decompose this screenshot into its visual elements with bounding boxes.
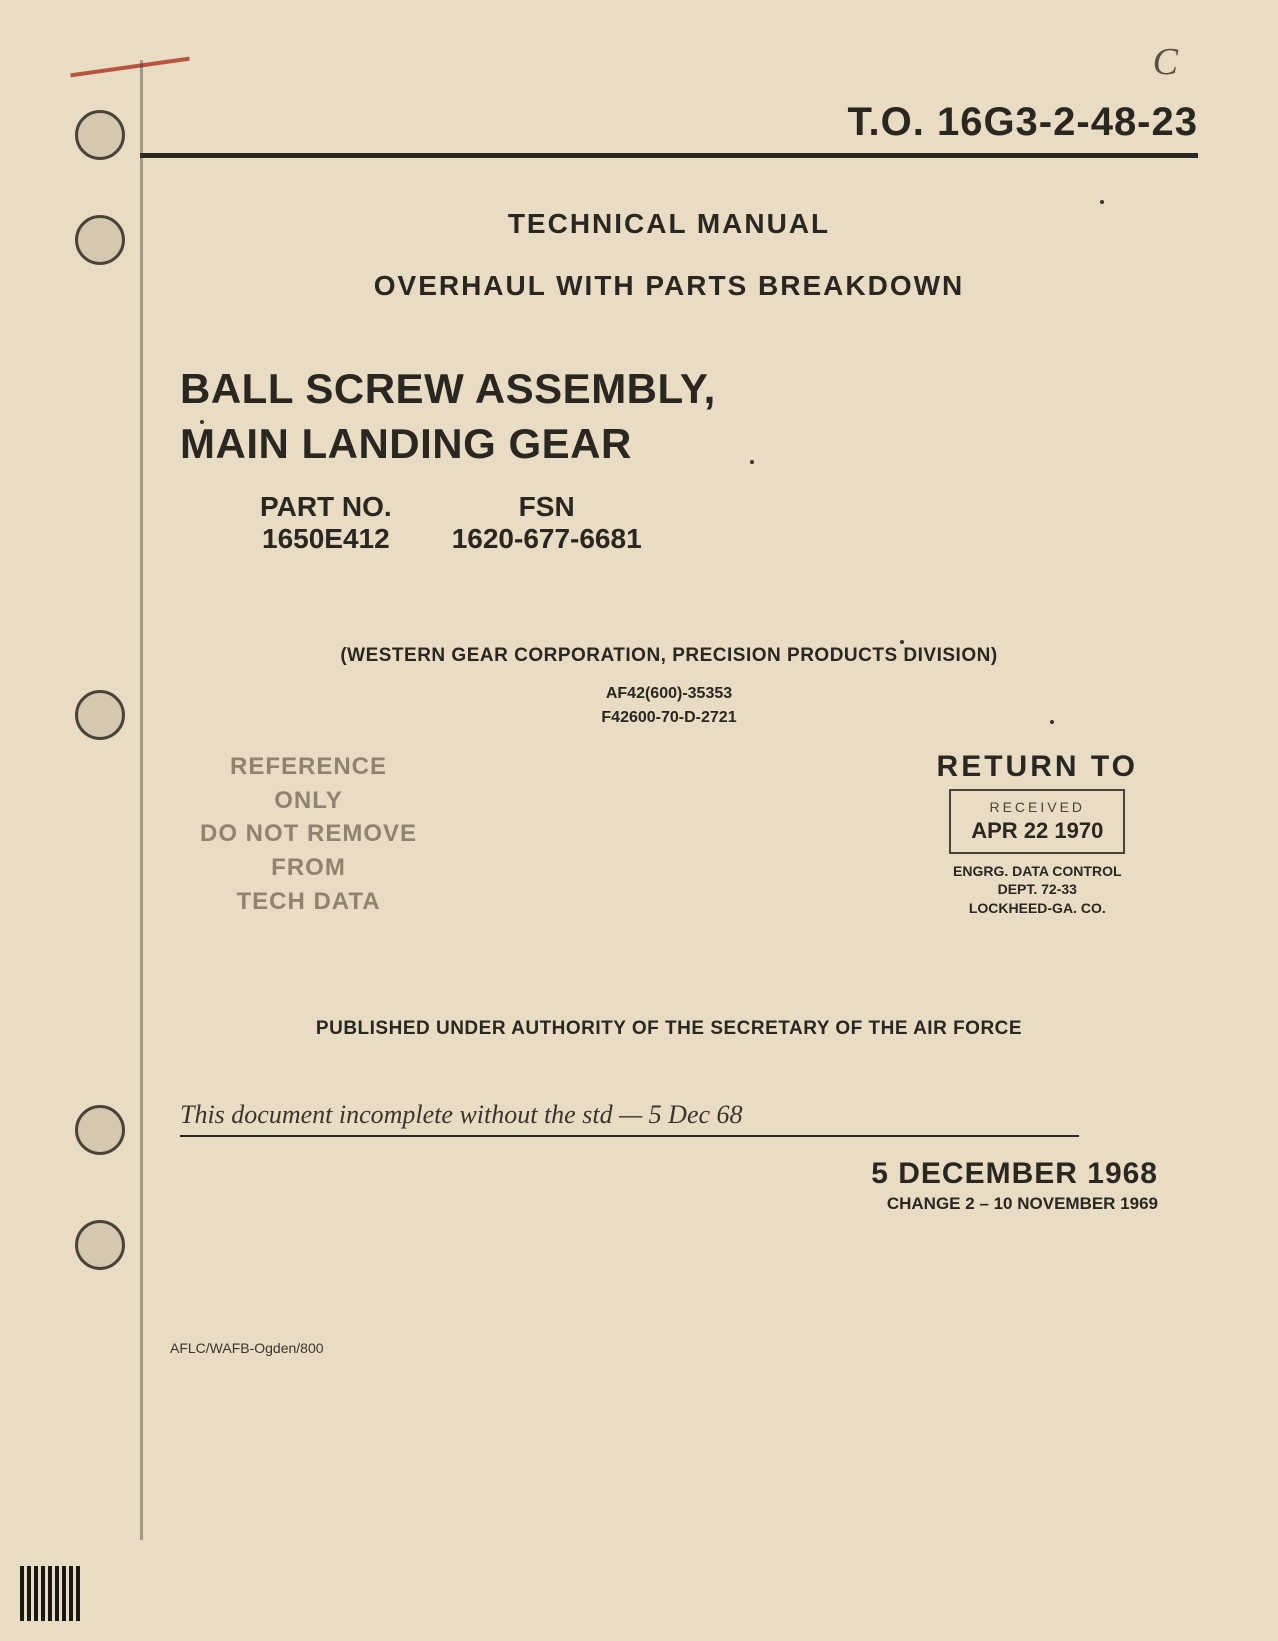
contract-2: F42600-70-D-2721 — [140, 706, 1198, 730]
fsn-value: 1620-677-6681 — [452, 523, 642, 555]
fsn-col: FSN 1620-677-6681 — [452, 491, 642, 555]
title-line-2: MAIN LANDING GEAR — [180, 417, 1198, 472]
barcode-line — [34, 1566, 38, 1621]
fsn-label: FSN — [452, 491, 642, 523]
received-box: RECEIVED APR 22 1970 — [949, 789, 1125, 854]
authority-line: PUBLISHED UNDER AUTHORITY OF THE SECRETA… — [140, 1018, 1198, 1040]
stamp-line: TECH DATA — [200, 885, 417, 919]
stamp-organization: ENGRG. DATA CONTROL DEPT. 72-33 LOCKHEED… — [937, 862, 1138, 917]
heading-overhaul: OVERHAUL WITH PARTS BREAKDOWN — [140, 270, 1198, 302]
margin-line — [140, 60, 143, 1540]
barcode-line — [27, 1566, 31, 1621]
barcode — [20, 1566, 80, 1621]
binder-hole — [75, 1220, 125, 1270]
top-annotation: C — [1153, 40, 1178, 84]
paper-speck — [1100, 200, 1104, 204]
paper-speck — [900, 640, 904, 644]
org-line: DEPT. 72-33 — [937, 880, 1138, 898]
reference-only-stamp: REFERENCE ONLY DO NOT REMOVE FROM TECH D… — [200, 750, 417, 918]
received-label: RECEIVED — [971, 799, 1103, 815]
paper-speck — [750, 460, 754, 464]
stamps-row: REFERENCE ONLY DO NOT REMOVE FROM TECH D… — [140, 750, 1198, 918]
date-block: 5 DECEMBER 1968 CHANGE 2 – 10 NOVEMBER 1… — [140, 1157, 1198, 1214]
barcode-line — [55, 1566, 59, 1621]
contract-numbers: AF42(600)-35353 F42600-70-D-2721 — [140, 682, 1198, 730]
part-no-value: 1650E412 — [260, 523, 392, 555]
title-line-1: BALL SCREW ASSEMBLY, — [180, 362, 1198, 417]
red-slash-mark — [70, 57, 189, 78]
return-to-label: RETURN TO — [937, 750, 1138, 784]
binder-hole — [75, 1105, 125, 1155]
barcode-line — [69, 1566, 73, 1621]
technical-order-number: T.O. 16G3-2-48-23 — [140, 100, 1198, 145]
barcode-line — [20, 1566, 24, 1621]
contract-1: AF42(600)-35353 — [140, 682, 1198, 706]
handwritten-note: This document incomplete without the std… — [180, 1100, 1079, 1137]
paper-speck — [200, 420, 204, 424]
document-page: C T.O. 16G3-2-48-23 TECHNICAL MANUAL OVE… — [0, 0, 1278, 1641]
barcode-line — [76, 1566, 80, 1621]
barcode-line — [41, 1566, 45, 1621]
stamp-line: REFERENCE — [200, 750, 417, 784]
header-divider — [140, 153, 1198, 158]
barcode-line — [48, 1566, 52, 1621]
stamp-line: DO NOT REMOVE — [200, 817, 417, 851]
stamp-line: ONLY — [200, 784, 417, 818]
binder-hole — [75, 110, 125, 160]
change-date: CHANGE 2 – 10 NOVEMBER 1969 — [140, 1194, 1158, 1214]
binder-hole — [75, 215, 125, 265]
manufacturer-line: (WESTERN GEAR CORPORATION, PRECISION PRO… — [140, 645, 1198, 667]
stamp-line: FROM — [200, 851, 417, 885]
received-date: APR 22 1970 — [971, 818, 1103, 844]
heading-manual: TECHNICAL MANUAL — [140, 208, 1198, 240]
bottom-code: AFLC/WAFB-Ogden/800 — [170, 1340, 324, 1356]
paper-speck — [1050, 720, 1054, 724]
org-line: LOCKHEED-GA. CO. — [937, 899, 1138, 917]
binder-hole — [75, 690, 125, 740]
part-no-label: PART NO. — [260, 491, 392, 523]
part-number-col: PART NO. 1650E412 — [260, 491, 392, 555]
part-info-row: PART NO. 1650E412 FSN 1620-677-6681 — [260, 491, 1198, 555]
barcode-line — [62, 1566, 66, 1621]
return-to-stamp: RETURN TO RECEIVED APR 22 1970 ENGRG. DA… — [937, 750, 1138, 918]
org-line: ENGRG. DATA CONTROL — [937, 862, 1138, 880]
title-block: BALL SCREW ASSEMBLY, MAIN LANDING GEAR P… — [180, 362, 1198, 555]
publication-date: 5 DECEMBER 1968 — [140, 1157, 1158, 1191]
